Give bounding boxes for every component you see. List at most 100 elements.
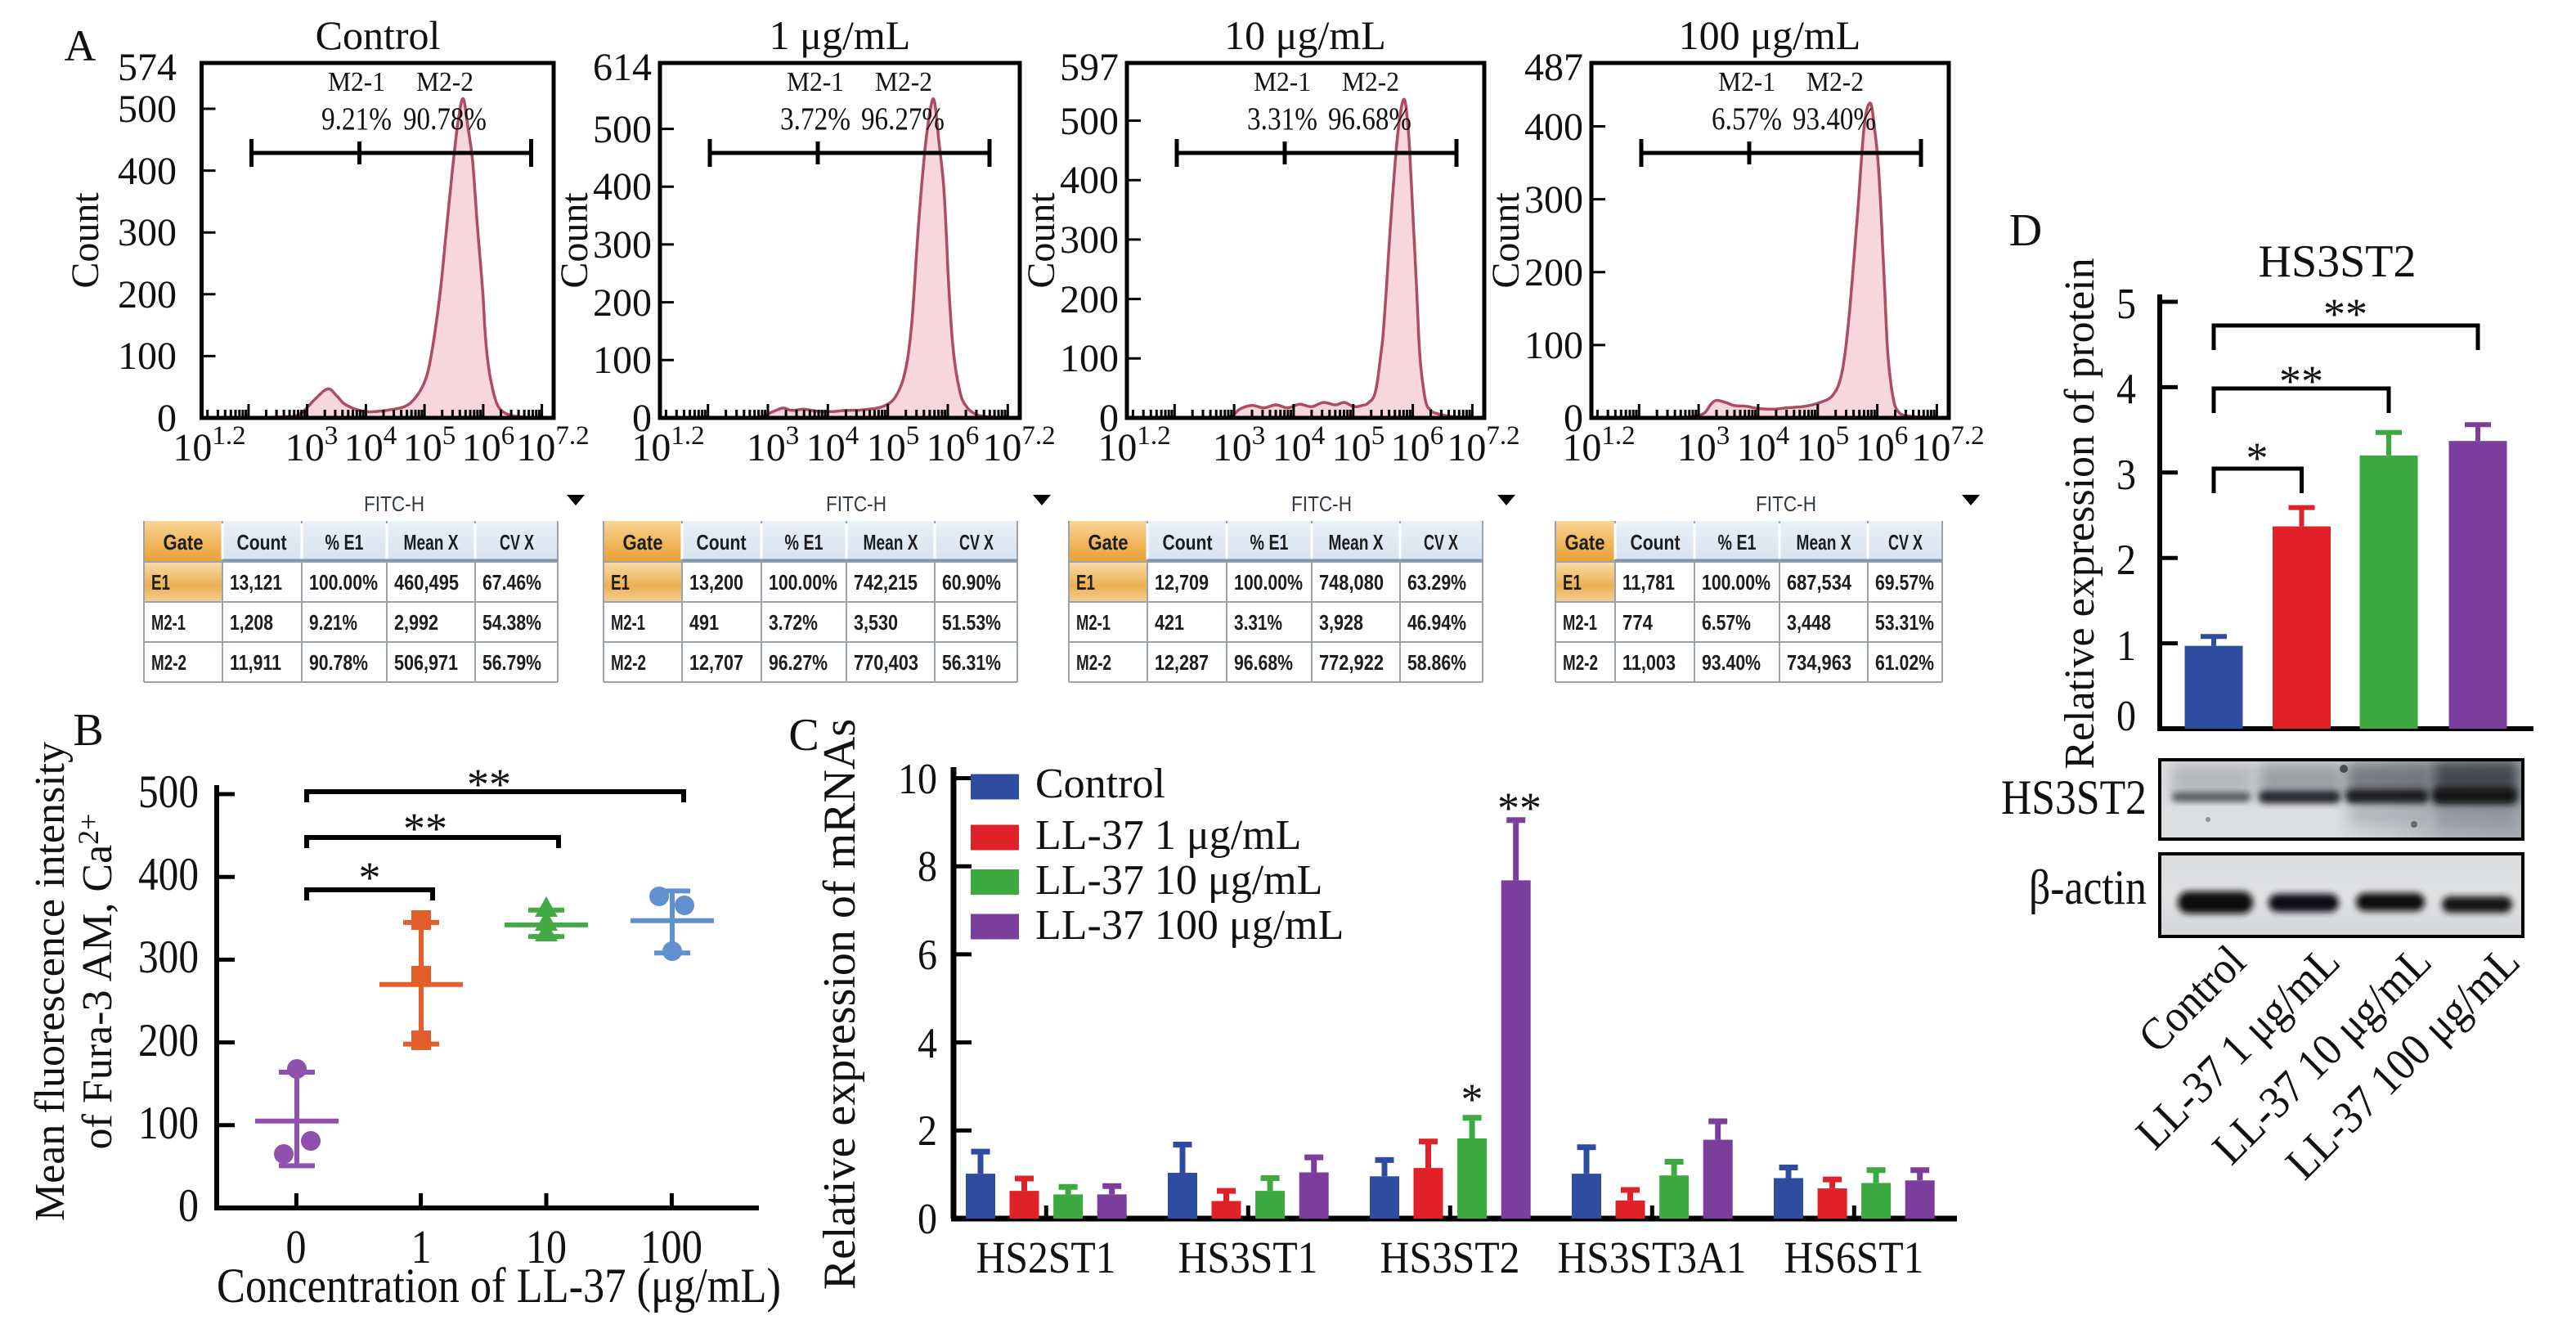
svg-text:0: 0	[632, 397, 652, 440]
svg-text:96.27%: 96.27%	[861, 101, 945, 137]
svg-text:3,448: 3,448	[1787, 610, 1831, 635]
svg-text:58.86%: 58.86%	[1407, 650, 1466, 675]
svg-text:574: 574	[118, 46, 177, 89]
svg-text:*: *	[1461, 1075, 1483, 1124]
svg-text:11,911: 11,911	[230, 650, 281, 675]
svg-text:104: 104	[806, 421, 859, 469]
svg-text:10: 10	[898, 756, 937, 803]
svg-text:E1: E1	[1076, 570, 1095, 595]
svg-text:93.40%: 93.40%	[1702, 650, 1761, 675]
svg-text:300: 300	[1060, 218, 1119, 262]
svg-text:100: 100	[1524, 324, 1583, 367]
svg-text:300: 300	[118, 211, 177, 254]
svg-text:E1: E1	[611, 570, 630, 595]
svg-text:104: 104	[1737, 421, 1790, 469]
svg-text:HS3ST1: HS3ST1	[1178, 1232, 1318, 1282]
svg-text:HS3ST2: HS3ST2	[1380, 1232, 1520, 1282]
svg-text:51.53%: 51.53%	[942, 610, 1001, 635]
svg-text:**: **	[403, 804, 447, 853]
svg-text:3,928: 3,928	[1319, 610, 1363, 635]
svg-text:M2-1: M2-1	[151, 610, 186, 635]
svg-text:M2-2: M2-2	[1563, 650, 1598, 675]
svg-text:1: 1	[2116, 622, 2136, 670]
svg-text:Count: Count	[1631, 530, 1681, 554]
svg-text:104: 104	[344, 421, 397, 469]
svg-text:6: 6	[918, 932, 937, 979]
svg-text:100.00%: 100.00%	[769, 570, 837, 595]
svg-text:597: 597	[1060, 46, 1119, 89]
svg-text:Count: Count	[64, 192, 107, 289]
svg-text:LL-37 100 μg/mL: LL-37 100 μg/mL	[1035, 902, 1344, 949]
svg-text:1: 1	[411, 1220, 432, 1273]
svg-text:B: B	[73, 705, 103, 756]
svg-text:400: 400	[593, 165, 652, 209]
svg-text:106: 106	[1391, 421, 1444, 469]
svg-text:101.2: 101.2	[1562, 421, 1635, 469]
svg-text:90.78%: 90.78%	[403, 101, 487, 137]
svg-text:105: 105	[403, 421, 456, 469]
svg-text:421: 421	[1155, 610, 1184, 635]
svg-text:491: 491	[689, 610, 719, 635]
svg-text:614: 614	[593, 46, 652, 89]
svg-text:M2-1: M2-1	[1254, 67, 1311, 97]
svg-text:E1: E1	[1563, 570, 1582, 595]
svg-text:Mean fluorescence intensity: Mean fluorescence intensity	[27, 742, 74, 1221]
svg-text:FITC-H: FITC-H	[1291, 492, 1352, 516]
svg-text:% E1: % E1	[325, 530, 364, 554]
svg-text:3.31%: 3.31%	[1234, 610, 1282, 635]
svg-text:0: 0	[1564, 397, 1583, 440]
svg-text:Gate: Gate	[164, 530, 204, 554]
svg-text:12,709: 12,709	[1155, 570, 1209, 595]
svg-text:HS6ST1: HS6ST1	[1784, 1232, 1924, 1282]
svg-text:774: 774	[1622, 610, 1653, 635]
svg-text:CV X: CV X	[959, 530, 994, 554]
svg-text:12,287: 12,287	[1155, 650, 1209, 675]
svg-text:Relative expression of protein: Relative expression of protein	[2057, 258, 2103, 769]
svg-text:100.00%: 100.00%	[1702, 570, 1770, 595]
svg-text:93.40%: 93.40%	[1793, 101, 1876, 137]
svg-text:770,403: 770,403	[854, 650, 918, 675]
svg-text:107.2: 107.2	[516, 421, 589, 469]
svg-text:101.2: 101.2	[631, 421, 704, 469]
svg-text:506,971: 506,971	[394, 650, 458, 675]
svg-text:3.31%: 3.31%	[1247, 101, 1317, 137]
svg-text:**: **	[467, 760, 511, 809]
svg-text:100 μg/mL: 100 μg/mL	[1679, 12, 1861, 58]
svg-text:100: 100	[1060, 337, 1119, 380]
svg-text:54.38%: 54.38%	[482, 610, 541, 635]
svg-text:200: 200	[118, 273, 177, 317]
svg-text:103: 103	[285, 421, 339, 469]
svg-text:Count: Count	[1020, 192, 1063, 289]
svg-text:3.72%: 3.72%	[769, 610, 818, 635]
svg-text:Mean X: Mean X	[1329, 530, 1384, 554]
svg-text:104: 104	[1272, 421, 1326, 469]
svg-text:M2-1: M2-1	[1718, 67, 1775, 97]
svg-text:400: 400	[118, 150, 177, 193]
svg-text:742,215: 742,215	[854, 570, 918, 595]
svg-text:% E1: % E1	[1718, 530, 1757, 554]
svg-text:96.27%: 96.27%	[769, 650, 828, 675]
svg-text:96.68%: 96.68%	[1328, 101, 1411, 137]
svg-text:4: 4	[918, 1020, 937, 1067]
svg-text:2: 2	[2116, 537, 2136, 584]
svg-text:M2-2: M2-2	[151, 650, 186, 675]
svg-text:LL-37 1 μg/mL: LL-37 1 μg/mL	[1035, 812, 1301, 859]
svg-text:Mean X: Mean X	[404, 530, 459, 554]
svg-text:100: 100	[640, 1220, 702, 1273]
svg-text:300: 300	[138, 932, 199, 983]
svg-text:748,080: 748,080	[1319, 570, 1384, 595]
svg-text:0: 0	[178, 1180, 199, 1232]
svg-text:5: 5	[2116, 281, 2136, 328]
svg-text:3.72%: 3.72%	[780, 101, 850, 137]
svg-text:103: 103	[1213, 421, 1266, 469]
svg-text:53.31%: 53.31%	[1875, 610, 1934, 635]
svg-text:60.90%: 60.90%	[942, 570, 1001, 595]
svg-text:CV X: CV X	[1424, 530, 1458, 554]
svg-text:100.00%: 100.00%	[1234, 570, 1303, 595]
svg-text:12,707: 12,707	[689, 650, 743, 675]
svg-text:46.94%: 46.94%	[1407, 610, 1466, 635]
svg-text:D: D	[2009, 205, 2042, 256]
svg-text:*: *	[2246, 433, 2269, 483]
svg-text:734,963: 734,963	[1787, 650, 1851, 675]
svg-text:300: 300	[1524, 178, 1583, 222]
